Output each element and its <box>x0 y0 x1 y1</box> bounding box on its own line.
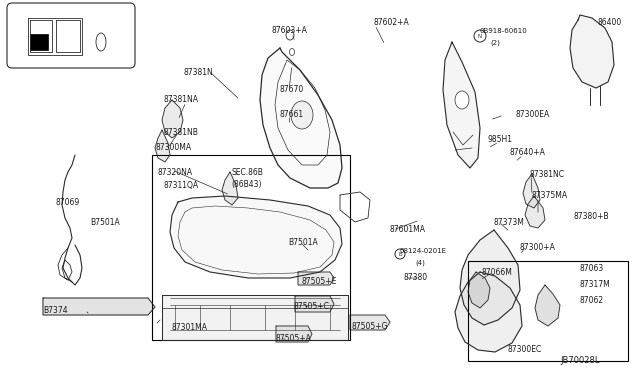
Text: 87505+E: 87505+E <box>302 277 337 286</box>
Text: 87505+A: 87505+A <box>276 334 312 343</box>
Text: 87380: 87380 <box>403 273 427 282</box>
Bar <box>468 261 628 361</box>
Polygon shape <box>523 174 540 208</box>
Polygon shape <box>443 42 480 168</box>
Text: B7374: B7374 <box>43 306 68 315</box>
Text: (2): (2) <box>490 39 500 45</box>
Text: 87300EA: 87300EA <box>515 110 549 119</box>
Text: B: B <box>398 251 402 257</box>
Ellipse shape <box>395 249 405 259</box>
Text: 87380+B: 87380+B <box>574 212 610 221</box>
Polygon shape <box>298 272 334 285</box>
Text: 87603+A: 87603+A <box>272 26 308 35</box>
Text: 08124-0201E: 08124-0201E <box>400 248 447 254</box>
Text: (4): (4) <box>415 259 425 266</box>
Text: 87069: 87069 <box>55 198 79 207</box>
Polygon shape <box>535 285 560 326</box>
Polygon shape <box>295 296 334 312</box>
Text: 87066M: 87066M <box>482 268 513 277</box>
Polygon shape <box>468 272 490 308</box>
Text: 87381NB: 87381NB <box>163 128 198 137</box>
Ellipse shape <box>291 101 313 129</box>
Text: 87317M: 87317M <box>579 280 610 289</box>
Text: 87375MA: 87375MA <box>532 191 568 200</box>
Text: 87300+A: 87300+A <box>519 243 555 252</box>
Ellipse shape <box>289 48 294 55</box>
Text: 87505+G: 87505+G <box>352 322 388 331</box>
Text: 0B918-60610: 0B918-60610 <box>479 28 527 34</box>
Text: 87602+A: 87602+A <box>374 18 410 27</box>
Polygon shape <box>162 295 348 340</box>
Text: 87505+C: 87505+C <box>294 302 330 311</box>
Polygon shape <box>276 326 312 342</box>
Text: 87063: 87063 <box>579 264 604 273</box>
Bar <box>152 155 350 340</box>
Text: 86400: 86400 <box>597 18 621 27</box>
Text: 87381N: 87381N <box>183 68 212 77</box>
Text: N: N <box>478 33 482 38</box>
Polygon shape <box>460 230 520 325</box>
Text: 87062: 87062 <box>579 296 603 305</box>
Text: 87670: 87670 <box>279 85 303 94</box>
Ellipse shape <box>455 91 469 109</box>
Polygon shape <box>525 196 545 228</box>
Text: (86B43): (86B43) <box>231 180 262 189</box>
Ellipse shape <box>286 30 294 40</box>
Polygon shape <box>162 100 183 138</box>
Bar <box>30 34 48 50</box>
Text: 87640+A: 87640+A <box>510 148 546 157</box>
Polygon shape <box>155 130 170 162</box>
Text: 87381NC: 87381NC <box>530 170 565 179</box>
Text: B7501A: B7501A <box>90 218 120 227</box>
Text: 87661: 87661 <box>279 110 303 119</box>
Ellipse shape <box>474 30 486 42</box>
Polygon shape <box>43 298 155 315</box>
Polygon shape <box>260 48 342 188</box>
Polygon shape <box>222 172 238 205</box>
Text: 87300MA: 87300MA <box>155 143 191 152</box>
Polygon shape <box>350 315 390 330</box>
Text: 87373M: 87373M <box>494 218 525 227</box>
Text: 985H1: 985H1 <box>488 135 513 144</box>
Polygon shape <box>170 196 342 278</box>
Text: 87320NA: 87320NA <box>158 168 193 177</box>
Text: 87381NA: 87381NA <box>163 95 198 104</box>
Text: B7501A: B7501A <box>288 238 317 247</box>
Text: 87300EC: 87300EC <box>507 345 541 354</box>
Polygon shape <box>570 15 614 88</box>
Text: 87601MA: 87601MA <box>390 225 426 234</box>
Text: 87311QA: 87311QA <box>163 181 198 190</box>
Text: JB70028L: JB70028L <box>560 356 600 365</box>
Ellipse shape <box>96 33 106 51</box>
Text: 87301MA: 87301MA <box>172 323 208 332</box>
Polygon shape <box>455 272 522 352</box>
Text: SEC.86B: SEC.86B <box>231 168 263 177</box>
FancyBboxPatch shape <box>7 3 135 68</box>
